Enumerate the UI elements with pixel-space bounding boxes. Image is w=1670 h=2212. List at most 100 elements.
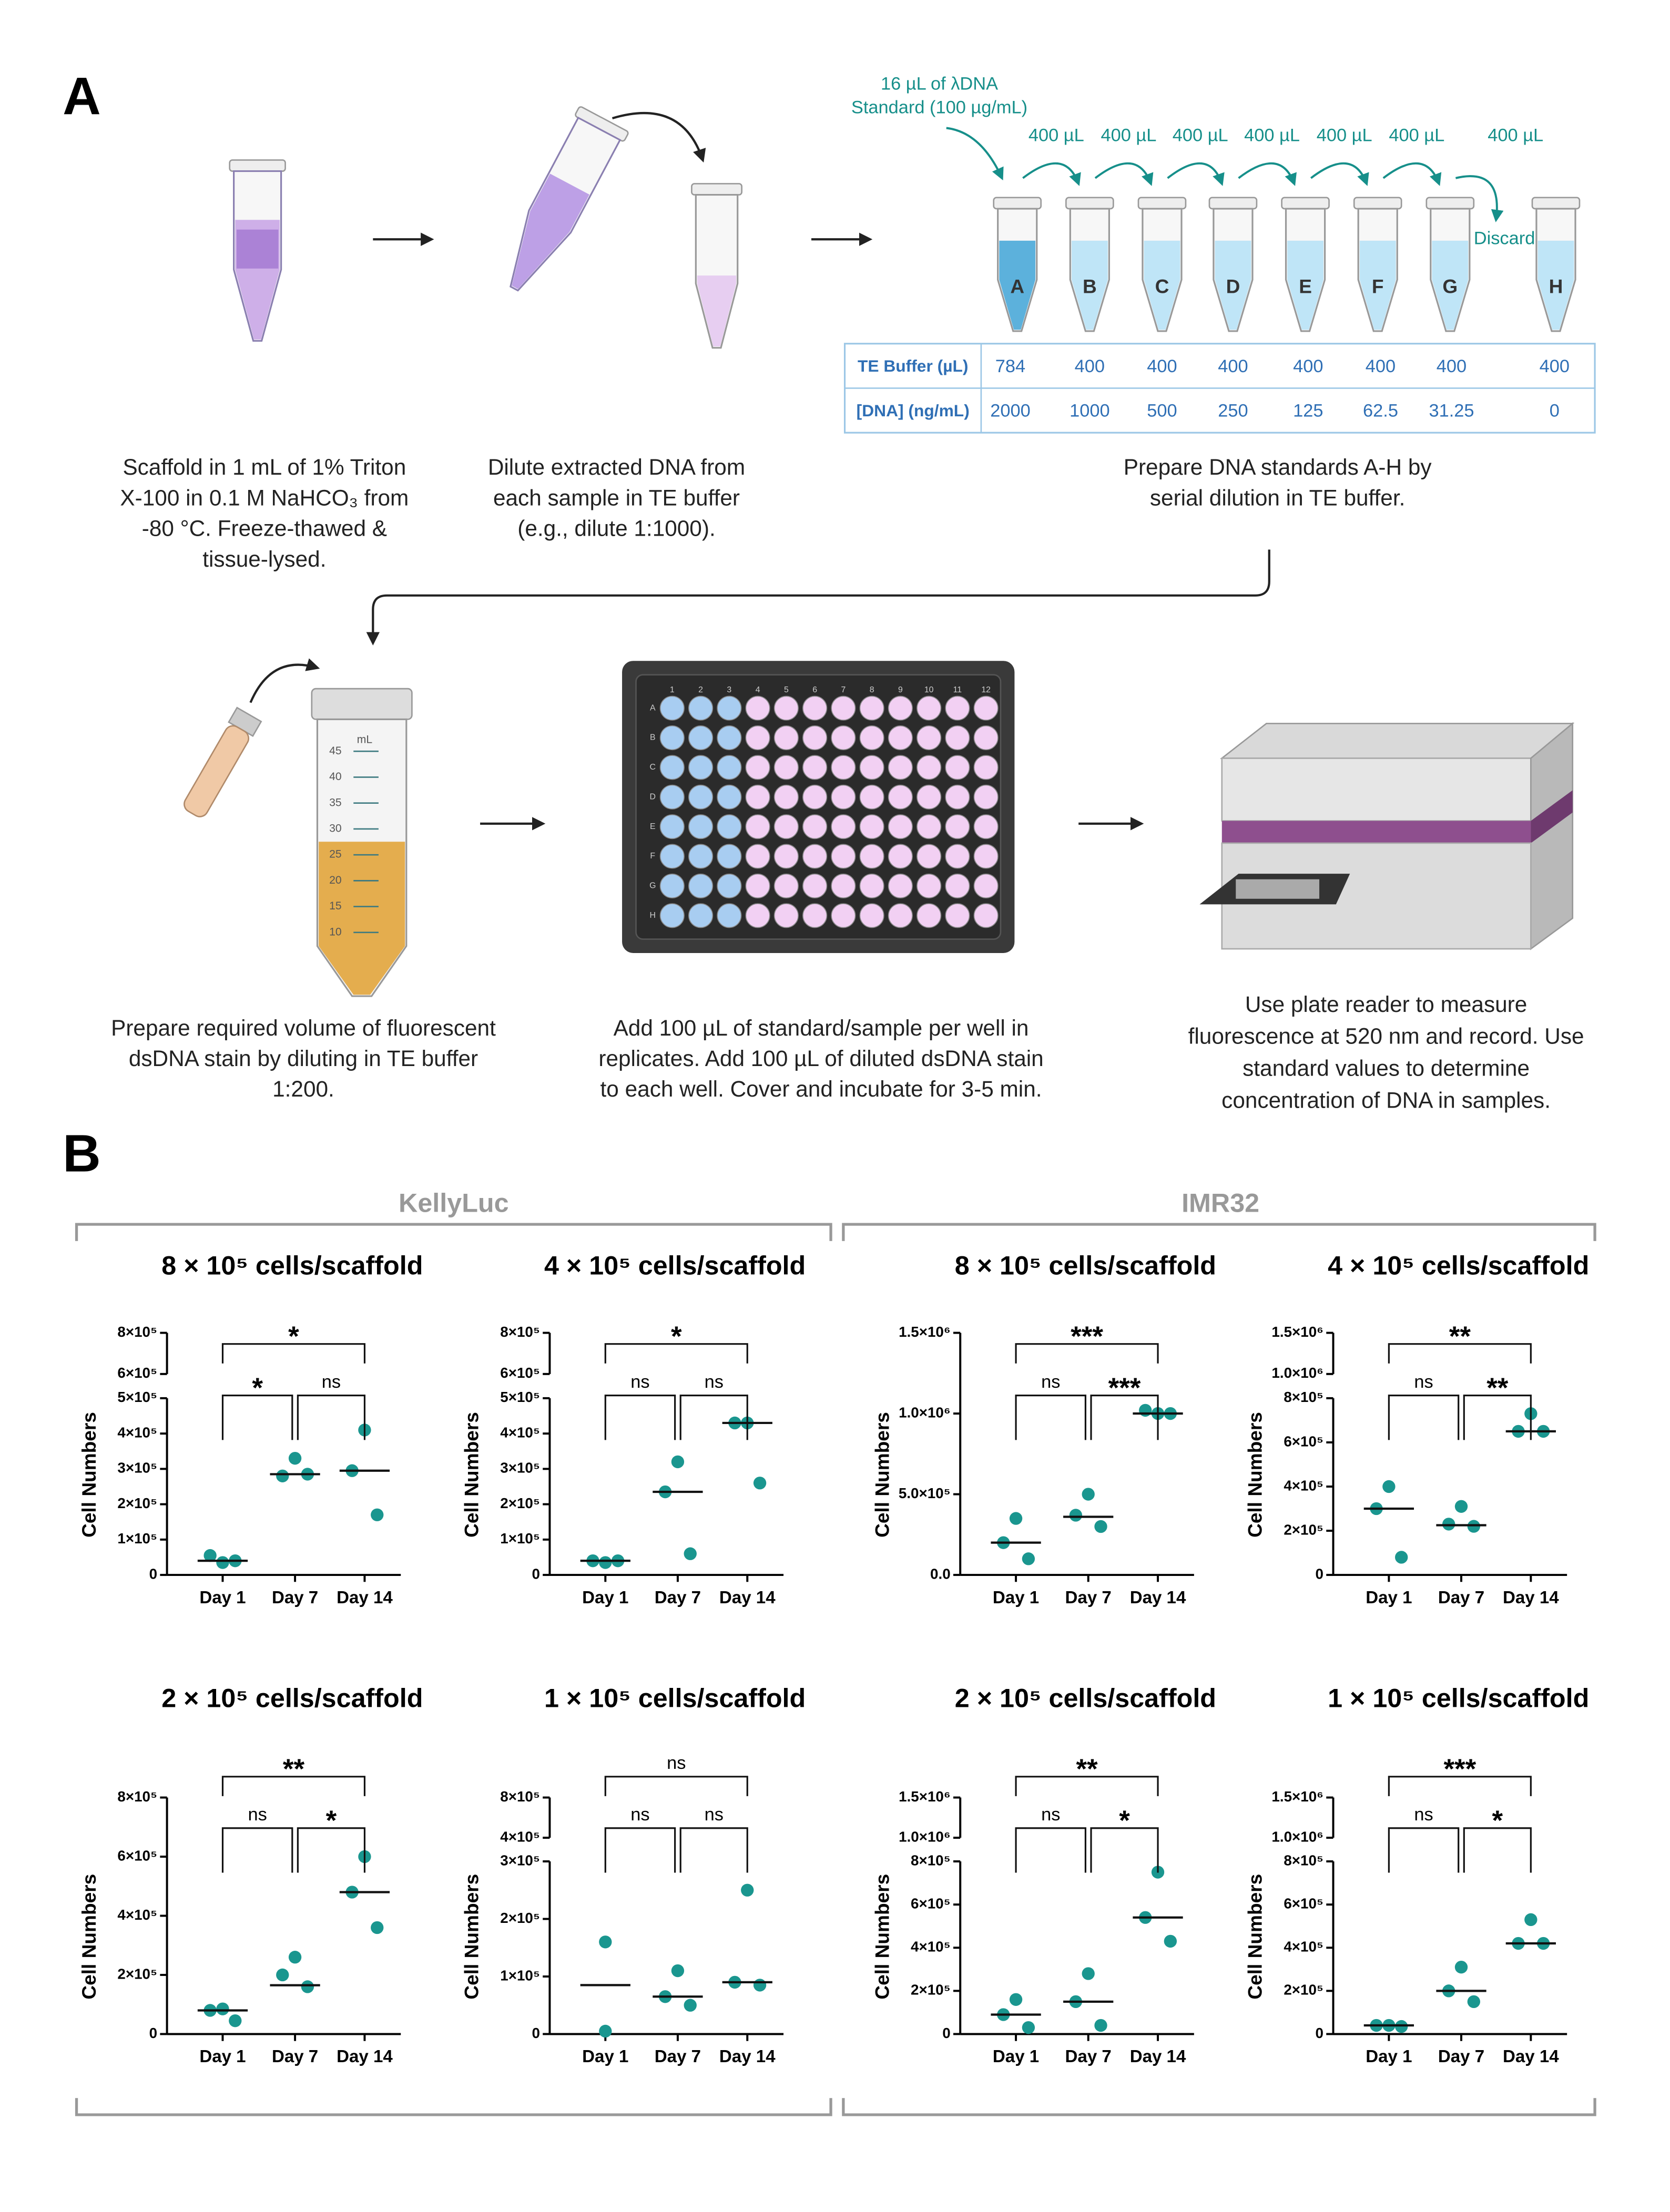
- plate-row: F: [650, 852, 655, 861]
- data-point: [671, 1455, 685, 1469]
- falcon-mark: 25: [329, 848, 342, 861]
- table-cell: 1000: [1070, 401, 1110, 421]
- well: [773, 844, 799, 869]
- y-tick-label: 4×10⁵: [1284, 1477, 1323, 1493]
- y-tick-label: 1.0×10⁶: [899, 1404, 951, 1420]
- caption: dsDNA stain by diluting in TE buffer: [129, 1046, 478, 1071]
- y-tick-label: 1×10⁵: [117, 1530, 157, 1547]
- well: [745, 725, 770, 751]
- data-point: [1022, 1552, 1035, 1565]
- data-point: [229, 2014, 242, 2027]
- well: [688, 784, 714, 810]
- data-point: [1467, 1995, 1480, 2009]
- chart-title: 8 × 10⁵ cells/scaffold: [955, 1250, 1216, 1280]
- x-tick-label: Day 1: [582, 2047, 628, 2066]
- stain-body: [184, 725, 250, 817]
- tube-cap: [1425, 197, 1475, 210]
- significance-label: ns: [322, 1372, 341, 1392]
- chart-title: 1 × 10⁵ cells/scaffold: [544, 1683, 806, 1713]
- significance-bracket: [604, 1776, 748, 1796]
- well: [717, 844, 742, 869]
- plate-col: 12: [981, 685, 991, 694]
- tube-liquid: [1144, 240, 1180, 330]
- tissue: [236, 229, 279, 269]
- significance-label: ns: [1041, 1372, 1060, 1392]
- tube-liquid: [999, 240, 1036, 330]
- plate-row: D: [650, 792, 656, 801]
- y-tick-label: 2×10⁵: [117, 1495, 157, 1511]
- data-point: [1454, 1961, 1468, 1974]
- well: [859, 784, 884, 810]
- y-tick-label: 1.0×10⁶: [1271, 1365, 1323, 1381]
- y-tick-label: 6×10⁵: [911, 1895, 951, 1911]
- y-tick-label: 0: [1316, 1565, 1323, 1582]
- y-tick-label: 3×10⁵: [500, 1460, 540, 1476]
- y-tick-label: 8×10⁵: [1284, 1389, 1323, 1405]
- data-point: [1009, 1993, 1023, 2006]
- caption: serial dilution in TE buffer.: [1150, 485, 1406, 510]
- well: [859, 814, 884, 839]
- significance-bracket: [604, 1343, 748, 1364]
- falcon-mark: 40: [329, 771, 342, 783]
- y-tick-label: 1.5×10⁶: [899, 1788, 951, 1805]
- chart-title: 4 × 10⁵ cells/scaffold: [1328, 1250, 1589, 1280]
- x-tick-label: Day 7: [1065, 1588, 1112, 1607]
- y-tick-label: 4×10⁵: [500, 1424, 540, 1440]
- y-tick-label: 4×10⁵: [117, 1424, 157, 1440]
- well: [745, 844, 770, 869]
- well: [717, 784, 742, 810]
- y-axis-label: Cell Numbers: [871, 1412, 893, 1538]
- y-tick-label: 0: [942, 2025, 950, 2041]
- plate-row: B: [650, 733, 656, 742]
- x-tick-label: Day 1: [199, 1588, 246, 1607]
- well: [945, 784, 970, 810]
- caption: standard values to determine: [1243, 1056, 1530, 1081]
- caption: Prepare DNA standards A-H by: [1124, 455, 1432, 479]
- chart: [1326, 1332, 1567, 1582]
- well: [888, 784, 913, 810]
- y-tick-label: 8×10⁵: [117, 1324, 157, 1340]
- plate-row: A: [650, 703, 656, 712]
- plate-col: 4: [756, 685, 760, 694]
- well: [688, 903, 714, 928]
- y-tick-label: 0: [1316, 2025, 1323, 2041]
- well: [745, 814, 770, 839]
- well: [802, 755, 828, 780]
- transfer-label: 400 µL: [1173, 125, 1228, 145]
- chart: [160, 1332, 401, 1582]
- caption: replicates. Add 100 µL of diluted dsDNA …: [598, 1046, 1043, 1071]
- tube-liquid: [1071, 240, 1108, 330]
- well: [802, 903, 828, 928]
- significance-bracket: [604, 1827, 676, 1873]
- reader-upper: [1221, 757, 1532, 822]
- significance-label: ns: [667, 1753, 686, 1773]
- group-brackets: [75, 1223, 1596, 2116]
- well: [659, 844, 685, 869]
- plate-col: 7: [841, 685, 846, 694]
- well: [973, 844, 999, 869]
- panel-label: B: [63, 1124, 101, 1183]
- significance-label: ***: [1108, 1373, 1141, 1404]
- well: [917, 814, 942, 839]
- well: [859, 903, 884, 928]
- table-cell: 125: [1293, 401, 1323, 421]
- well: [831, 695, 856, 721]
- table-cell: 31.25: [1429, 401, 1474, 421]
- falcon-mark: 30: [329, 823, 342, 835]
- y-tick-label: 8×10⁵: [911, 1852, 951, 1868]
- well: [688, 814, 714, 839]
- data-point: [1082, 1967, 1095, 1980]
- transfer-arrow: [1022, 162, 1081, 186]
- significance-label: *: [671, 1321, 682, 1352]
- x-tick-label: Day 1: [1366, 1588, 1412, 1607]
- transfer-arrow: [1238, 162, 1297, 186]
- well: [945, 695, 970, 721]
- y-tick-label: 6×10⁵: [500, 1365, 540, 1381]
- x-tick-label: Day 7: [272, 2047, 318, 2066]
- well: [888, 755, 913, 780]
- significance-label: ns: [1414, 1372, 1433, 1392]
- well: [888, 903, 913, 928]
- well: [717, 755, 742, 780]
- well: [773, 814, 799, 839]
- well: [945, 814, 970, 839]
